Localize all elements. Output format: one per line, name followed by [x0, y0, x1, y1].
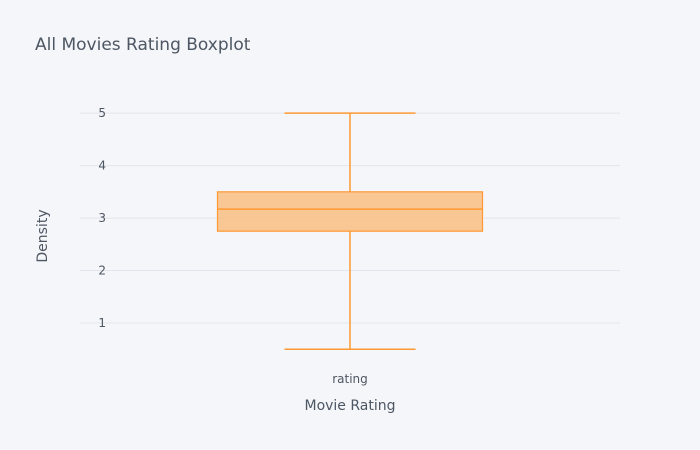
y-tick-label-1: 1 [98, 316, 106, 330]
iqr-box [216, 191, 484, 232]
x-tick-labels: rating [332, 372, 368, 386]
y-tick-label-4: 4 [98, 159, 106, 173]
y-tick-label-5: 5 [98, 106, 106, 120]
x-tick-label-rating: rating [332, 372, 368, 386]
chart-title: All Movies Rating Boxplot [35, 35, 251, 55]
box-group [216, 112, 484, 351]
y-tick-label-3: 3 [98, 211, 106, 225]
x-axis-title: Movie Rating [304, 398, 395, 414]
y-axis-title: Density [35, 209, 51, 262]
y-tick-labels: 1 2 3 4 5 [98, 106, 106, 330]
y-tick-label-2: 2 [98, 264, 106, 278]
